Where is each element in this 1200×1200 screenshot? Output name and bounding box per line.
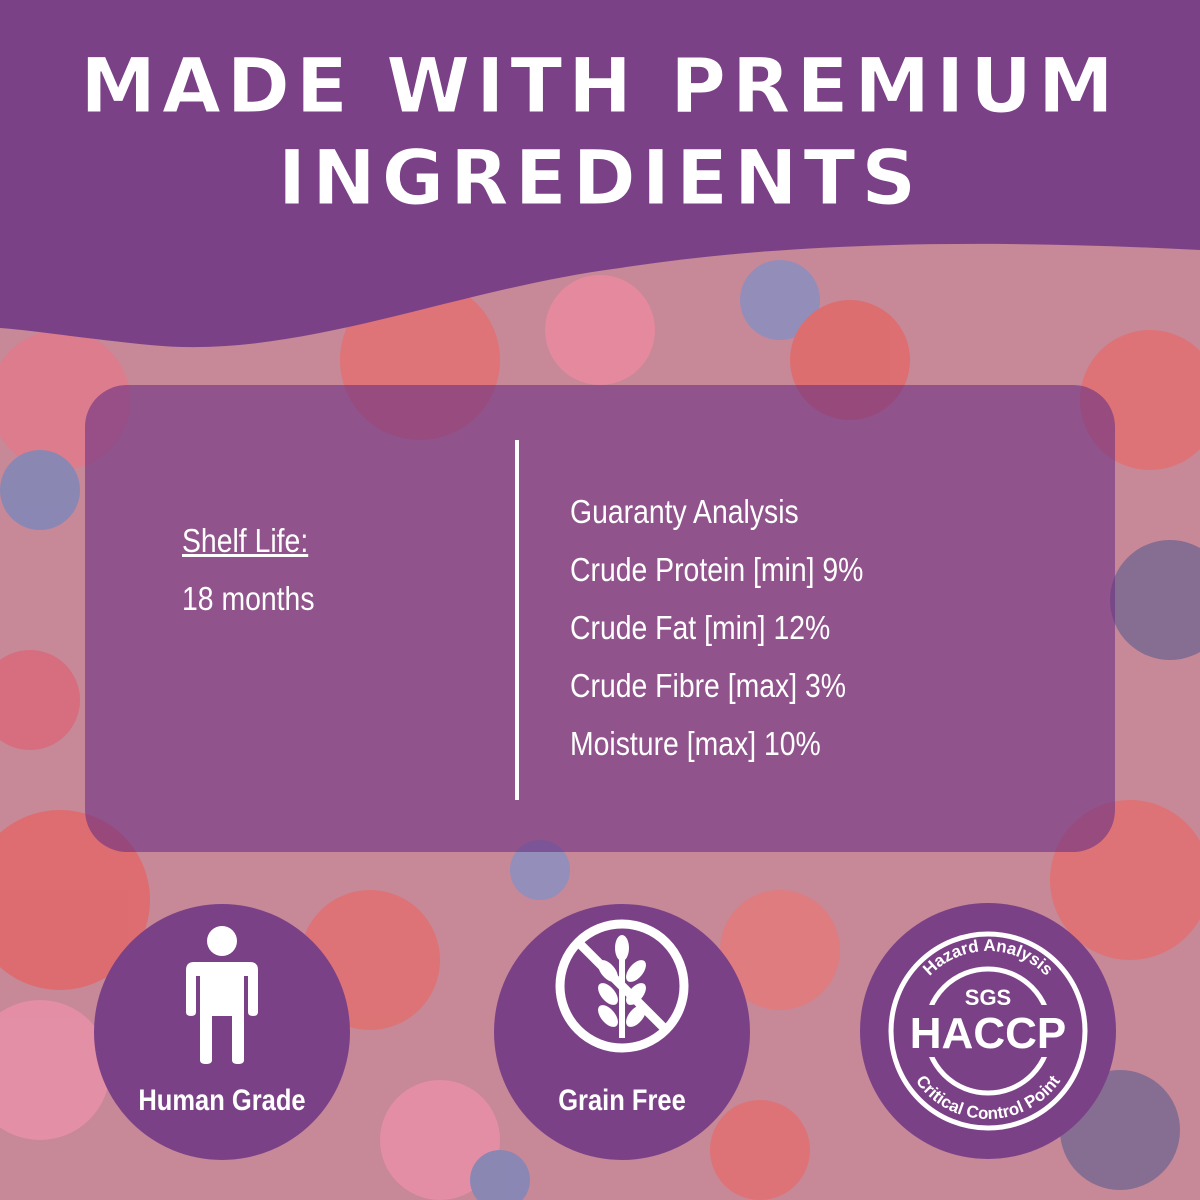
analysis-item: Crude Fibre [max] 3% [570,667,847,704]
svg-text:HACCP: HACCP [910,1009,1066,1058]
badge-grain-free: Grain Free [494,904,750,1160]
person-icon [186,926,258,1064]
svg-text:SGS: SGS [965,985,1011,1010]
info-panel [85,385,1115,852]
svg-text:Critical Control Point: Critical Control Point [912,1072,1064,1124]
analysis-item: Crude Protein [min] 9% [570,551,864,588]
svg-text:Hazard Analysis: Hazard Analysis [919,936,1057,979]
no-grain-icon [555,919,689,1053]
shelf-life-value: 18 months [182,580,315,617]
analysis-heading: Guaranty Analysis [570,493,799,530]
guaranty-analysis: Guaranty Analysis Crude Protein [min] 9%… [570,483,863,773]
badge-label: Human Grade [138,1084,306,1117]
badge-human-grade: Human Grade [94,904,350,1160]
haccp-seal-icon: Hazard Analysis Critical Control Point S… [888,931,1088,1131]
badge-haccp: Hazard Analysis Critical Control Point S… [860,903,1116,1159]
analysis-item: Crude Fat [min] 12% [570,609,831,646]
shelf-life: Shelf Life: 18 months [182,512,315,628]
divider [515,440,519,800]
page-title: MADE WITH PREMIUM INGREDIENTS [80,41,1120,223]
analysis-item: Moisture [max] 10% [570,725,821,762]
shelf-life-label: Shelf Life: [182,522,309,559]
header-wave [0,0,1200,348]
badge-label: Grain Free [558,1084,686,1117]
